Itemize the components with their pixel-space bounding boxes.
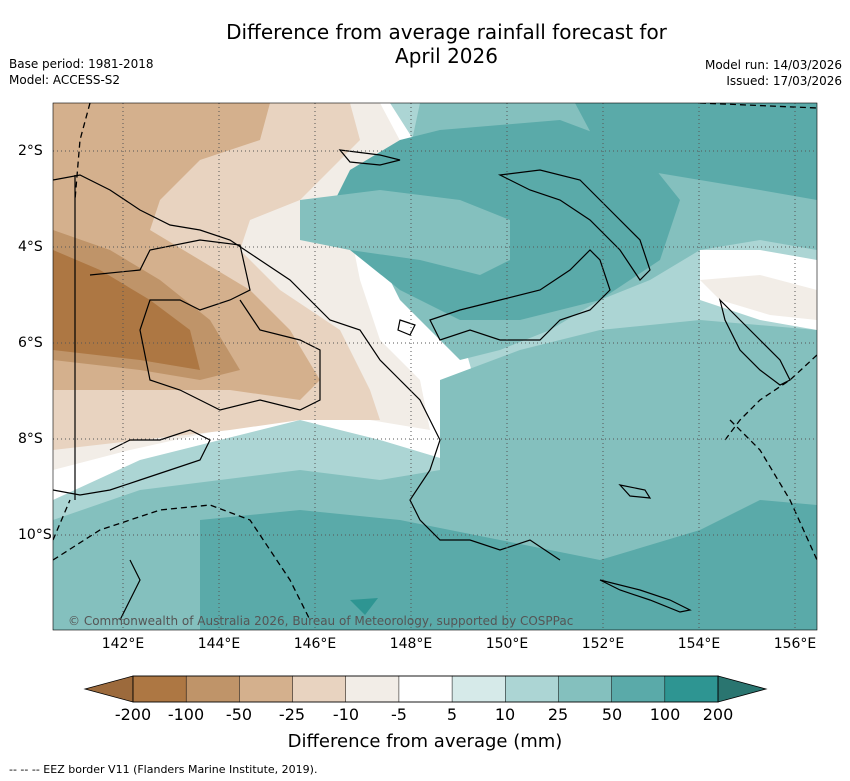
colorbar-cell bbox=[398, 675, 453, 703]
colorbar-tick: -5 bbox=[391, 705, 407, 724]
lat-label-6s: 6°S bbox=[18, 335, 43, 351]
colorbar-cell bbox=[664, 675, 719, 703]
base-period: Base period: 1981-2018 bbox=[9, 57, 154, 71]
colorbar-cell bbox=[558, 675, 613, 703]
lat-label-8s: 8°S bbox=[18, 431, 43, 447]
colorbar-frame bbox=[132, 675, 719, 703]
colorbar-title: Difference from average (mm) bbox=[287, 731, 563, 752]
meta-left: Base period: 1981-2018 Model: ACCESS-S2 bbox=[9, 56, 154, 88]
colorbar bbox=[83, 675, 768, 703]
lat-label-10s: 10°S bbox=[18, 527, 52, 543]
colorbar-tick: 50 bbox=[601, 705, 623, 724]
colorbar-cell bbox=[505, 675, 560, 703]
colorbar-extend-low bbox=[83, 675, 134, 703]
colorbar-tick: -100 bbox=[167, 705, 205, 724]
colorbar-cell bbox=[132, 675, 187, 703]
borders bbox=[74, 175, 321, 500]
lon-label-142e: 142°E bbox=[101, 636, 145, 652]
graticule bbox=[53, 103, 817, 630]
colorbar-tick: 10 bbox=[494, 705, 516, 724]
lat-label-2s: 2°S bbox=[18, 143, 43, 159]
colorbar-tick: 100 bbox=[649, 705, 681, 724]
colorbar-tick: 25 bbox=[547, 705, 569, 724]
colorbar-tick: -25 bbox=[278, 705, 306, 724]
lat-label-4s: 4°S bbox=[18, 239, 43, 255]
colorbar-tick: 200 bbox=[702, 705, 734, 724]
lon-label-156e: 156°E bbox=[773, 636, 817, 652]
lon-label-152e: 152°E bbox=[581, 636, 625, 652]
title-line-2: April 2026 bbox=[395, 44, 498, 68]
issued-date: Issued: 17/03/2026 bbox=[726, 74, 842, 88]
colorbar-cell bbox=[292, 675, 347, 703]
colorbar-cell bbox=[239, 675, 294, 703]
map-title: Difference from average rainfall forecas… bbox=[0, 20, 850, 68]
colorbar-tick: -50 bbox=[225, 705, 253, 724]
meta-right: Model run: 14/03/2026 Issued: 17/03/2026 bbox=[705, 57, 842, 89]
colorbar-extend-high bbox=[717, 675, 768, 703]
rainfall-field bbox=[53, 103, 817, 630]
lon-label-146e: 146°E bbox=[293, 636, 337, 652]
model-name: Model: ACCESS-S2 bbox=[9, 73, 121, 87]
lon-label-154e: 154°E bbox=[677, 636, 721, 652]
colorbar-cell bbox=[611, 675, 666, 703]
eez-borders bbox=[53, 103, 817, 621]
colorbar-cell bbox=[451, 675, 507, 703]
eez-legend-note: -- -- -- EEZ border V11 (Flanders Marine… bbox=[9, 763, 318, 776]
model-run: Model run: 14/03/2026 bbox=[704, 58, 842, 72]
lon-label-144e: 144°E bbox=[197, 636, 241, 652]
copyright-notice: © Commonwealth of Australia 2026, Bureau… bbox=[68, 614, 574, 628]
colorbar-cell bbox=[185, 675, 241, 703]
coastlines bbox=[53, 149, 791, 621]
title-line-1: Difference from average rainfall forecas… bbox=[226, 20, 667, 44]
colorbar-tick: -10 bbox=[332, 705, 360, 724]
colorbar-cell bbox=[345, 675, 400, 703]
colorbar-tick: 5 bbox=[446, 705, 458, 724]
colorbar-tick: -200 bbox=[114, 705, 152, 724]
lon-label-150e: 150°E bbox=[485, 636, 529, 652]
map-frame bbox=[52, 102, 818, 631]
lon-label-148e: 148°E bbox=[389, 636, 433, 652]
